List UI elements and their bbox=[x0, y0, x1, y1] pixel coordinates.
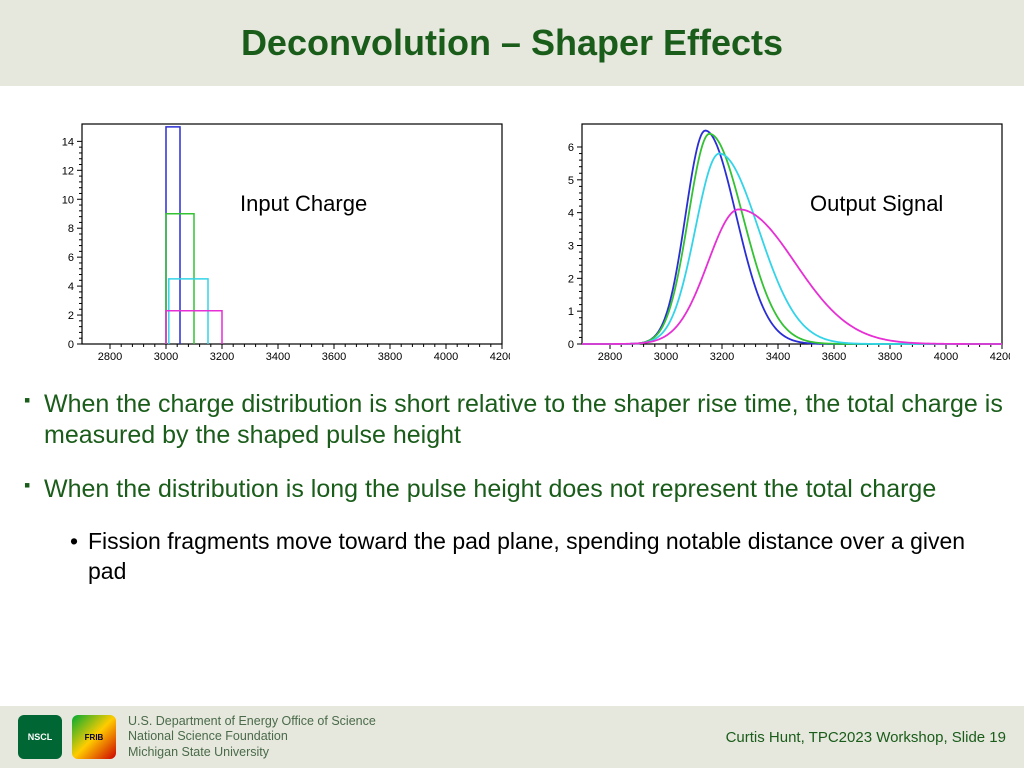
svg-text:0: 0 bbox=[68, 339, 74, 351]
chart-output-signal: 280030003200340036003800400042000123456 … bbox=[540, 116, 1010, 366]
svg-text:2800: 2800 bbox=[598, 351, 622, 363]
svg-text:14: 14 bbox=[62, 136, 74, 148]
charts-row: 2800300032003400360038004000420002468101… bbox=[0, 86, 1024, 381]
svg-text:3200: 3200 bbox=[210, 351, 234, 363]
svg-text:3000: 3000 bbox=[654, 351, 678, 363]
svg-text:3600: 3600 bbox=[322, 351, 346, 363]
frib-logo-text: FRIB bbox=[85, 733, 104, 742]
svg-text:2: 2 bbox=[568, 273, 574, 285]
svg-text:5: 5 bbox=[568, 175, 574, 187]
svg-text:8: 8 bbox=[68, 223, 74, 235]
svg-text:10: 10 bbox=[62, 194, 74, 206]
bullet-list: When the charge distribution is short re… bbox=[0, 381, 1024, 587]
sponsor-text: U.S. Department of Energy Office of Scie… bbox=[128, 714, 376, 761]
chart-label-output: Output Signal bbox=[810, 191, 943, 217]
svg-text:4: 4 bbox=[568, 208, 574, 220]
svg-text:1: 1 bbox=[568, 306, 574, 318]
sponsor-line: U.S. Department of Energy Office of Scie… bbox=[128, 714, 376, 730]
frib-logo: FRIB bbox=[72, 715, 116, 759]
svg-text:4200: 4200 bbox=[490, 351, 510, 363]
svg-text:3800: 3800 bbox=[878, 351, 902, 363]
svg-text:4000: 4000 bbox=[434, 351, 458, 363]
svg-text:2800: 2800 bbox=[98, 351, 122, 363]
svg-text:4000: 4000 bbox=[934, 351, 958, 363]
svg-text:6: 6 bbox=[68, 252, 74, 264]
bullet-main: When the charge distribution is short re… bbox=[20, 389, 1004, 452]
svg-text:4200: 4200 bbox=[990, 351, 1010, 363]
svg-text:3: 3 bbox=[568, 240, 574, 252]
bullet-sub: Fission fragments move toward the pad pl… bbox=[70, 527, 1004, 587]
title-bar: Deconvolution – Shaper Effects bbox=[0, 0, 1024, 86]
svg-text:2: 2 bbox=[68, 310, 74, 322]
svg-text:12: 12 bbox=[62, 165, 74, 177]
svg-text:0: 0 bbox=[568, 339, 574, 351]
slide-title: Deconvolution – Shaper Effects bbox=[241, 22, 783, 64]
nscl-logo-text: NSCL bbox=[28, 732, 53, 742]
footer-logos: NSCL FRIB bbox=[18, 715, 116, 759]
bullet-main: When the distribution is long the pulse … bbox=[20, 474, 1004, 505]
sponsor-line: National Science Foundation bbox=[128, 729, 376, 745]
svg-text:3600: 3600 bbox=[822, 351, 846, 363]
svg-text:3400: 3400 bbox=[266, 351, 290, 363]
svg-text:4: 4 bbox=[68, 281, 74, 293]
svg-text:3000: 3000 bbox=[154, 351, 178, 363]
svg-text:3400: 3400 bbox=[766, 351, 790, 363]
nscl-logo: NSCL bbox=[18, 715, 62, 759]
chart-input-charge: 2800 3000 3200 3400 3600 3800 4000 4200 0 2 4 6 8 10 1… bbox=[40, 116, 510, 366]
sponsor-line: Michigan State University bbox=[128, 745, 376, 761]
svg-text:3200: 3200 bbox=[710, 351, 734, 363]
svg-text:3800: 3800 bbox=[378, 351, 402, 363]
footer-bar: NSCL FRIB U.S. Department of Energy Offi… bbox=[0, 706, 1024, 768]
chart-label-input: Input Charge bbox=[240, 191, 367, 217]
slide-id: Curtis Hunt, TPC2023 Workshop, Slide 19 bbox=[726, 729, 1006, 746]
svg-text:6: 6 bbox=[568, 142, 574, 154]
